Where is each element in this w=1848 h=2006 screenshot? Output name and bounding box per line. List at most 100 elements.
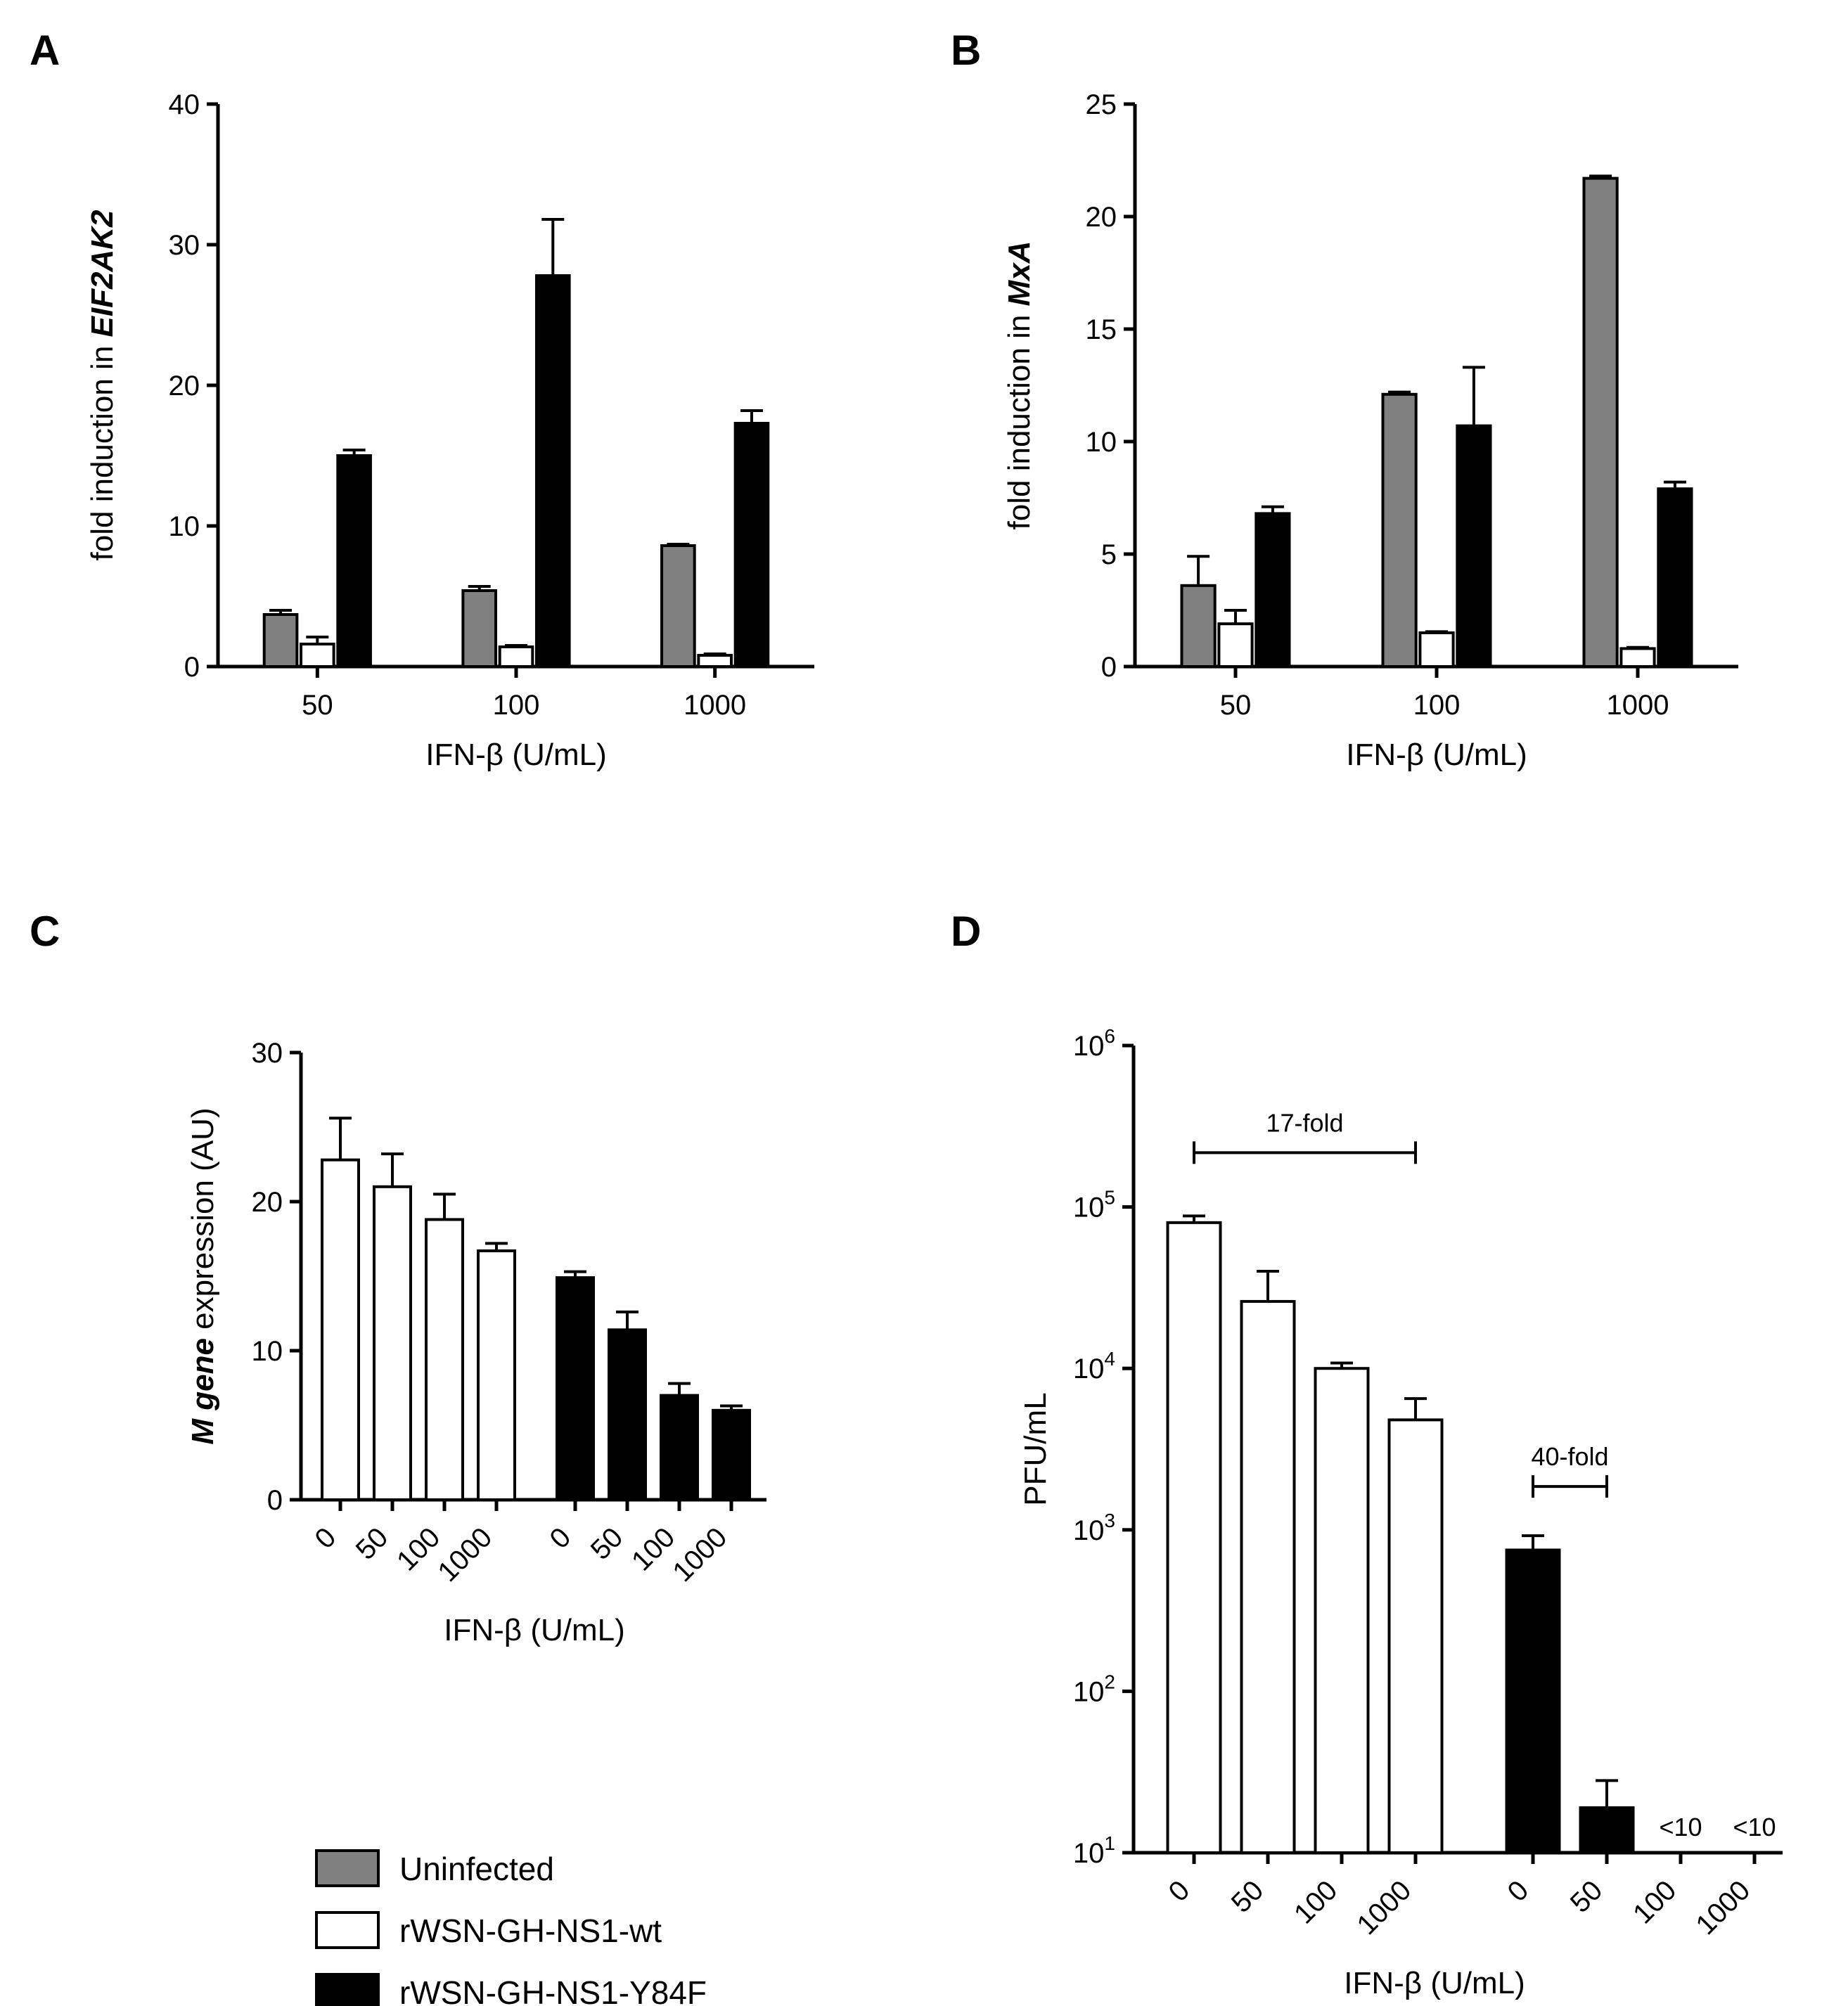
bar xyxy=(321,1158,360,1501)
x-tick-label: 1000 xyxy=(1351,1875,1417,1941)
bar xyxy=(608,1328,647,1501)
legend-label: Uninfected xyxy=(399,1851,554,1887)
bar xyxy=(1381,392,1418,668)
y-tick-exp: 4 xyxy=(1104,1348,1115,1370)
y-tick-exp: 6 xyxy=(1104,1025,1115,1047)
bar xyxy=(300,643,335,668)
panel-a: A 0 10 20 30 40 50 100 1000 IFN-β (U/mL) fold ind… xyxy=(30,27,814,772)
x-tick-label: 0 xyxy=(1163,1875,1196,1908)
y-axis-title-gene: EIF2AK2 xyxy=(85,210,120,337)
y-tick-label: 104 xyxy=(1073,1348,1115,1384)
y-tick-exp: 3 xyxy=(1104,1510,1115,1531)
x-tick-label: 1000 xyxy=(1690,1875,1756,1941)
y-axis-title-gene: M gene xyxy=(186,1338,220,1445)
y-tick-label: 20 xyxy=(1086,202,1117,233)
y-tick-exp: 1 xyxy=(1104,1832,1115,1854)
below-detection-label: <10 xyxy=(1733,1813,1776,1841)
y-tick-label: 0 xyxy=(184,652,200,683)
y-tick-label: 10 xyxy=(252,1336,283,1367)
y-tick-base: 10 xyxy=(1073,1354,1105,1384)
y-axis-title-text: fold induction in xyxy=(1002,306,1037,529)
y-tick-label: 40 xyxy=(169,89,200,120)
bar xyxy=(660,544,696,668)
y-tick-label: 25 xyxy=(1086,89,1117,120)
x-axis-title: IFN-β (U/mL) xyxy=(1346,738,1527,772)
x-tick-label: 1000 xyxy=(432,1522,498,1588)
y-axis-title: fold induction in EIF2AK2 xyxy=(85,210,120,560)
legend-swatch xyxy=(315,1911,380,1949)
x-tick-label: 50 xyxy=(302,690,333,721)
y-tick-label: 20 xyxy=(252,1187,283,1218)
x-tick-label: 0 xyxy=(544,1522,577,1555)
panel-b: B 0 5 10 15 20 25 50 100 1000 IFN-β (U/mL) fold in… xyxy=(951,27,1738,772)
y-tick-exp: 2 xyxy=(1104,1671,1115,1692)
legend-swatch xyxy=(315,1973,380,2006)
x-tick-label: 50 xyxy=(585,1522,629,1566)
x-tick-label: 1000 xyxy=(1607,690,1669,721)
panel-letter-b: B xyxy=(951,27,981,74)
legend-label: rWSN-GH-NS1-Y84F xyxy=(399,1974,707,2006)
bar xyxy=(477,1249,516,1501)
bar xyxy=(1582,176,1619,669)
fold-label: 40-fold xyxy=(1531,1442,1608,1471)
y-tick-base: 10 xyxy=(1073,1515,1105,1546)
x-tick-label: 1000 xyxy=(667,1522,733,1588)
y-tick-label: 10 xyxy=(169,511,200,542)
y-tick-label: 0 xyxy=(1101,652,1117,683)
y-tick-label: 30 xyxy=(252,1038,283,1069)
x-tick-label: 100 xyxy=(493,690,540,721)
x-tick-label: 100 xyxy=(1288,1875,1343,1929)
bar xyxy=(262,613,299,668)
y-axis-title-text: fold induction in xyxy=(85,337,120,560)
bar xyxy=(733,422,770,668)
bar xyxy=(1217,622,1254,669)
bar xyxy=(660,1394,699,1501)
y-tick-label: 30 xyxy=(169,230,200,261)
y-tick-label: 20 xyxy=(169,371,200,401)
x-axis-title: IFN-β (U/mL) xyxy=(444,1613,625,1647)
fold-label: 17-fold xyxy=(1266,1108,1343,1137)
bar xyxy=(1657,487,1693,669)
x-axis-title: IFN-β (U/mL) xyxy=(425,738,607,772)
y-tick-exp: 5 xyxy=(1104,1187,1115,1209)
legend-swatch xyxy=(315,1849,380,1887)
bar xyxy=(373,1185,412,1502)
bar xyxy=(1387,1418,1444,1854)
bar xyxy=(1456,424,1492,668)
x-tick-label: 50 xyxy=(1220,690,1252,721)
panel-letter-d: D xyxy=(951,908,981,955)
y-tick-base: 10 xyxy=(1073,1676,1105,1707)
bar xyxy=(336,454,372,668)
y-axis-title-text: PFU/mL xyxy=(1018,1392,1053,1505)
below-detection-label: <10 xyxy=(1659,1813,1702,1841)
x-tick-label: 0 xyxy=(1502,1875,1535,1908)
y-tick-label: 15 xyxy=(1086,314,1117,345)
y-axis-title: PFU/mL xyxy=(1018,1392,1053,1505)
y-tick-label: 106 xyxy=(1073,1025,1115,1062)
bar xyxy=(498,645,534,668)
y-axis-title-gene: MxA xyxy=(1002,241,1037,307)
y-axis-title-text: expression (AU) xyxy=(186,1107,220,1338)
bar xyxy=(425,1218,464,1501)
panel-letter-a: A xyxy=(30,27,60,74)
y-tick-label: 101 xyxy=(1073,1832,1115,1869)
bar xyxy=(1255,512,1291,669)
bar xyxy=(697,654,733,668)
panel-letter-c: C xyxy=(30,908,60,955)
bar xyxy=(1619,647,1656,669)
legend: Uninfected rWSN-GH-NS1-wt rWSN-GH-NS1-Y84F xyxy=(315,1849,707,2006)
bar xyxy=(1579,1806,1635,1855)
bar xyxy=(1505,1548,1561,1854)
y-axis-title: M gene expression (AU) xyxy=(186,1107,220,1444)
y-tick-label: 5 xyxy=(1101,539,1117,570)
x-axis-title: IFN-β (U/mL) xyxy=(1344,1966,1525,2000)
bar xyxy=(712,1408,751,1502)
bar xyxy=(1166,1221,1222,1855)
y-tick-base: 10 xyxy=(1073,1192,1105,1223)
x-tick-label: 100 xyxy=(1627,1875,1682,1929)
y-tick-label: 10 xyxy=(1086,427,1117,458)
y-tick-label: 103 xyxy=(1073,1510,1115,1546)
x-tick-label: 50 xyxy=(1226,1875,1270,1919)
